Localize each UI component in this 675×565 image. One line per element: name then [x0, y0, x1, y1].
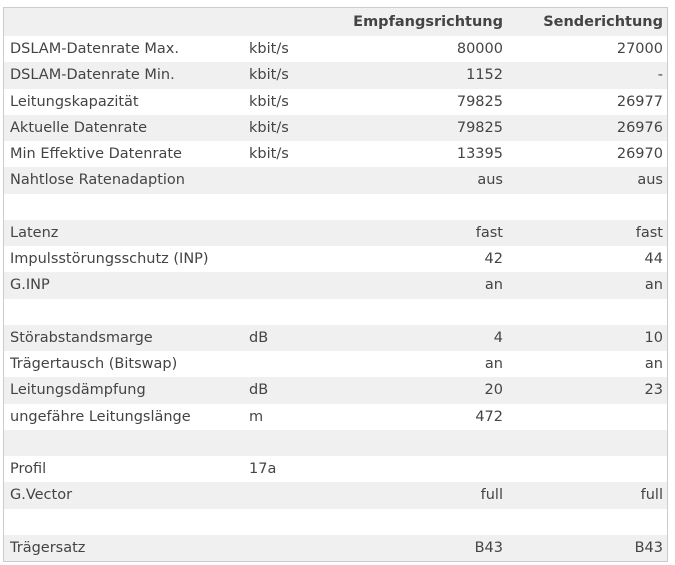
row-label: DSLAM-Datenrate Min. — [10, 67, 175, 84]
table-row: Latenz fast fast — [4, 219, 667, 246]
table-row: Impulsstörungsschutz (INP) 42 44 — [4, 246, 667, 272]
downstream-value: 42 — [484, 251, 503, 267]
row-unit: kbit/s — [249, 146, 289, 162]
row-label: Profil — [10, 461, 47, 477]
table-row: Min Effektive Datenrate kbit/s 13395 26970 — [4, 141, 667, 167]
downstream-value: an — [484, 356, 503, 372]
downstream-value: 80000 — [456, 41, 503, 57]
table-row: Leitungskapazität kbit/s 79825 26977 — [4, 89, 667, 115]
upstream-value: an — [644, 356, 663, 372]
row-label: Störabstandsmarge — [10, 329, 153, 346]
header-row: Empfangsrichtung Senderichtung — [4, 8, 667, 36]
upstream-value: 27000 — [616, 41, 663, 57]
upstream-value: 26977 — [616, 93, 663, 110]
row-label: G.Vector — [10, 487, 73, 504]
upstream-value: full — [640, 487, 663, 504]
row-unit: dB — [249, 329, 269, 346]
downstream-value: 1152 — [466, 67, 503, 84]
row-unit: kbit/s — [249, 93, 289, 110]
table-row: G.Vector full full — [4, 482, 667, 509]
row-unit: m — [249, 408, 264, 425]
upstream-value: fast — [635, 224, 663, 241]
upstream-value: - — [657, 67, 663, 84]
row-label: Leitungskapazität — [10, 93, 139, 110]
row-label: Nahtlose Ratenadaption — [10, 172, 185, 189]
downstream-value: 13395 — [456, 146, 503, 162]
table-row: Trägersatz B43 B43 — [4, 534, 667, 561]
table-row: DSLAM-Datenrate Min. kbit/s 1152 - — [4, 62, 667, 89]
downstream-value: 79825 — [456, 93, 503, 110]
spacer-row — [4, 429, 667, 456]
row-label: Leitungsdämpfung — [10, 382, 146, 399]
upstream-value: 23 — [644, 382, 663, 399]
dsl-table: Empfangsrichtung Senderichtung DSLAM-Daten… — [3, 7, 668, 562]
row-label: Min Effektive Datenrate — [10, 146, 182, 162]
downstream-value: aus — [477, 172, 503, 189]
downstream-value: full — [480, 487, 503, 504]
downstream-value: an — [484, 277, 503, 294]
row-label: G.INP — [10, 277, 50, 294]
row-label: Aktuelle Datenrate — [10, 119, 147, 136]
row-unit: dB — [249, 382, 269, 399]
table-row: DSLAM-Datenrate Max. kbit/s 80000 27000 — [4, 36, 667, 62]
row-unit: kbit/s — [249, 67, 289, 84]
downstream-value: 4 — [493, 329, 503, 346]
upstream-value: B43 — [634, 539, 663, 556]
upstream-value: an — [644, 277, 663, 294]
spacer-row — [4, 509, 667, 535]
row-unit: kbit/s — [249, 119, 289, 136]
header-upstream: Senderichtung — [543, 14, 663, 30]
row-label: ungefähre Leitungslänge — [10, 408, 191, 425]
upstream-value: 10 — [644, 329, 663, 346]
downstream-value: fast — [475, 224, 503, 241]
table-row: Trägertausch (Bitswap) an an — [4, 351, 667, 377]
header-downstream: Empfangsrichtung — [353, 14, 503, 30]
downstream-value: B43 — [474, 539, 503, 556]
row-unit: kbit/s — [249, 41, 289, 57]
table-row: Leitungsdämpfung dB 20 23 — [4, 377, 667, 404]
upstream-value: 26970 — [616, 146, 663, 162]
table-row: Profil 17a — [4, 456, 667, 482]
spacer-row — [4, 194, 667, 220]
downstream-value: 20 — [484, 382, 503, 399]
table-row: Aktuelle Datenrate kbit/s 79825 26976 — [4, 114, 667, 141]
row-label: DSLAM-Datenrate Max. — [10, 41, 179, 57]
downstream-value: 79825 — [456, 119, 503, 136]
row-unit: 17a — [249, 461, 277, 477]
row-label: Impulsstörungsschutz (INP) — [10, 251, 209, 267]
table-row: Nahtlose Ratenadaption aus aus — [4, 167, 667, 194]
row-label: Trägersatz — [10, 539, 86, 556]
table-row: G.INP an an — [4, 272, 667, 299]
table-row: ungefähre Leitungslänge m 472 — [4, 404, 667, 430]
upstream-value: aus — [637, 172, 663, 189]
row-label: Trägertausch (Bitswap) — [10, 356, 178, 372]
spacer-row — [4, 299, 667, 325]
downstream-value: 472 — [475, 408, 503, 425]
upstream-value: 26976 — [616, 119, 663, 136]
row-label: Latenz — [10, 224, 59, 241]
table-row: Störabstandsmarge dB 4 10 — [4, 324, 667, 351]
upstream-value: 44 — [644, 251, 663, 267]
